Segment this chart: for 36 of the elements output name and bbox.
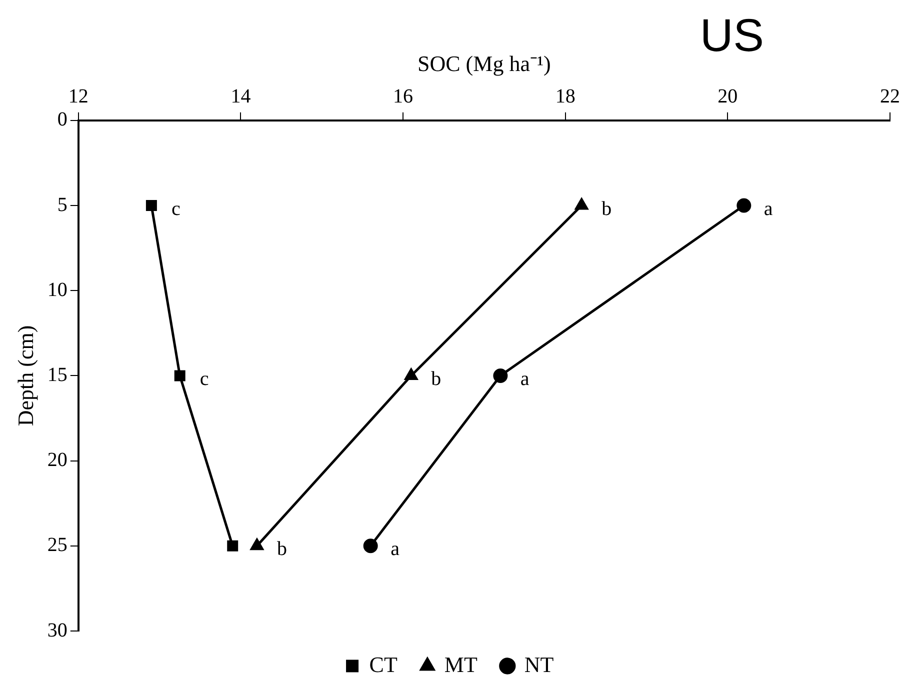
annotation: a [390,538,400,560]
point [575,198,588,210]
annotation: b [602,198,612,220]
x-tick-label: 16 [393,86,414,108]
point [227,540,238,552]
y-tick-label: 0 [57,108,68,131]
point [174,370,186,382]
x-tick-label: 22 [880,86,900,108]
x-tick-label: 12 [68,86,88,108]
legend-label: MT [444,652,478,677]
annotation: c [171,198,180,220]
point [736,198,752,213]
annotation: a [520,368,530,390]
y-tick-label: 30 [47,619,68,642]
x-axis-title: SOC (Mg ha⁻¹) [418,50,551,76]
y-tick-label: 25 [47,534,68,556]
y-tick-label: 20 [47,449,68,472]
point [404,368,418,380]
x-tick-label: 18 [555,86,576,108]
y-axis-title: Depth (cm) [12,325,38,426]
point [146,200,157,211]
x-tick-label: 20 [718,86,738,108]
point [363,538,378,554]
text: US [700,8,764,62]
y-tick-label: 15 [47,364,68,386]
y-tick-label: 10 [47,278,68,301]
annotation: b [431,368,442,390]
point [493,368,508,383]
x-tick-label: 14 [230,86,251,108]
y-tick-label: 5 [57,194,68,216]
annotation: c [200,368,209,390]
legend-label: NT [524,652,554,677]
annotation: a [764,198,773,220]
legend-label: CT [369,652,398,677]
annotation: b [276,538,287,560]
point [250,538,264,550]
